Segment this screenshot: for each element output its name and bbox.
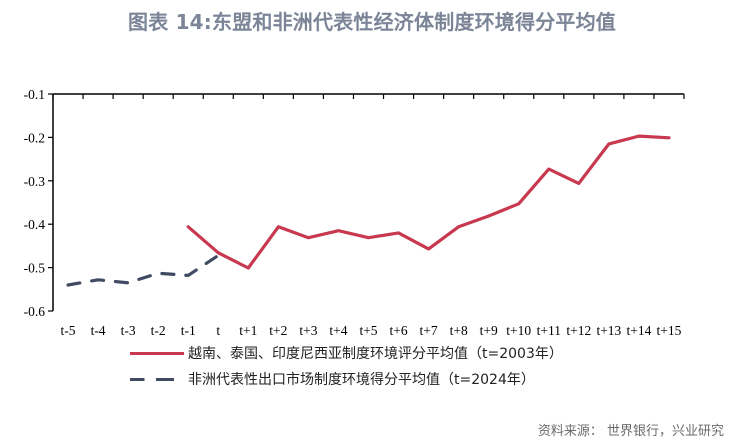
y-tick-label: -0.6 [24, 304, 46, 319]
x-tick-label: t+7 [420, 323, 438, 338]
legend-item-africa: 非洲代表性出口市场制度环境得分平均值（t=2024年） [130, 369, 535, 389]
legend-item-asean: 越南、泰国、印度尼西亚制度环境评分平均值（t=2003年） [130, 343, 563, 363]
y-tick-label: -0.4 [24, 217, 46, 232]
x-tick-label: t-2 [151, 323, 166, 338]
x-tick-label: t+13 [596, 323, 621, 338]
x-tick-label: t+8 [450, 323, 468, 338]
x-tick-label: t+6 [389, 323, 407, 338]
axes [48, 93, 685, 312]
x-tick-label: t+3 [299, 323, 317, 338]
legend-label-asean: 越南、泰国、印度尼西亚制度环境评分平均值（t=2003年） [188, 346, 563, 362]
y-tick-label: -0.3 [24, 174, 46, 189]
x-tick-label: t-1 [181, 323, 196, 338]
source-note: 资料来源： 世界银行，兴业研究 [537, 424, 724, 439]
x-tick-label: t+2 [269, 323, 287, 338]
x-tick-label: t-3 [121, 323, 136, 338]
x-tick-label: t+1 [239, 323, 257, 338]
series-lines [66, 134, 671, 287]
y-tick-label: -0.5 [24, 261, 46, 276]
x-tick-label: t+4 [329, 323, 347, 338]
series-line-asean [186, 134, 671, 270]
legend-dashed-line-icon [130, 377, 184, 381]
axis-labels: -0.1 -0.2 -0.3 -0.4 -0.5 -0.6 t-5 t-4 t-3 t-2 t-1 t… [24, 87, 682, 338]
x-tick-label: t-4 [91, 323, 106, 338]
x-tick-label: t+9 [480, 323, 498, 338]
x-tick-label: t [216, 323, 220, 338]
x-tick-label: t+5 [359, 323, 377, 338]
legend-solid-line-icon [130, 351, 184, 355]
x-tick-label: t+10 [506, 323, 531, 338]
x-tick-label: t+14 [626, 323, 651, 338]
x-tick-label: t-5 [61, 323, 76, 338]
x-tick-label: t+11 [537, 323, 561, 338]
x-tick-label: t+15 [657, 323, 682, 338]
series-line-africa [66, 253, 220, 287]
y-tick-label: -0.2 [24, 130, 45, 145]
x-tick-label: t+12 [566, 323, 591, 338]
chart-title: 图表 14:东盟和非洲代表性经济体制度环境得分平均值 [128, 10, 616, 34]
y-tick-label: -0.1 [24, 87, 45, 102]
legend-label-africa: 非洲代表性出口市场制度环境得分平均值（t=2024年） [188, 372, 535, 388]
